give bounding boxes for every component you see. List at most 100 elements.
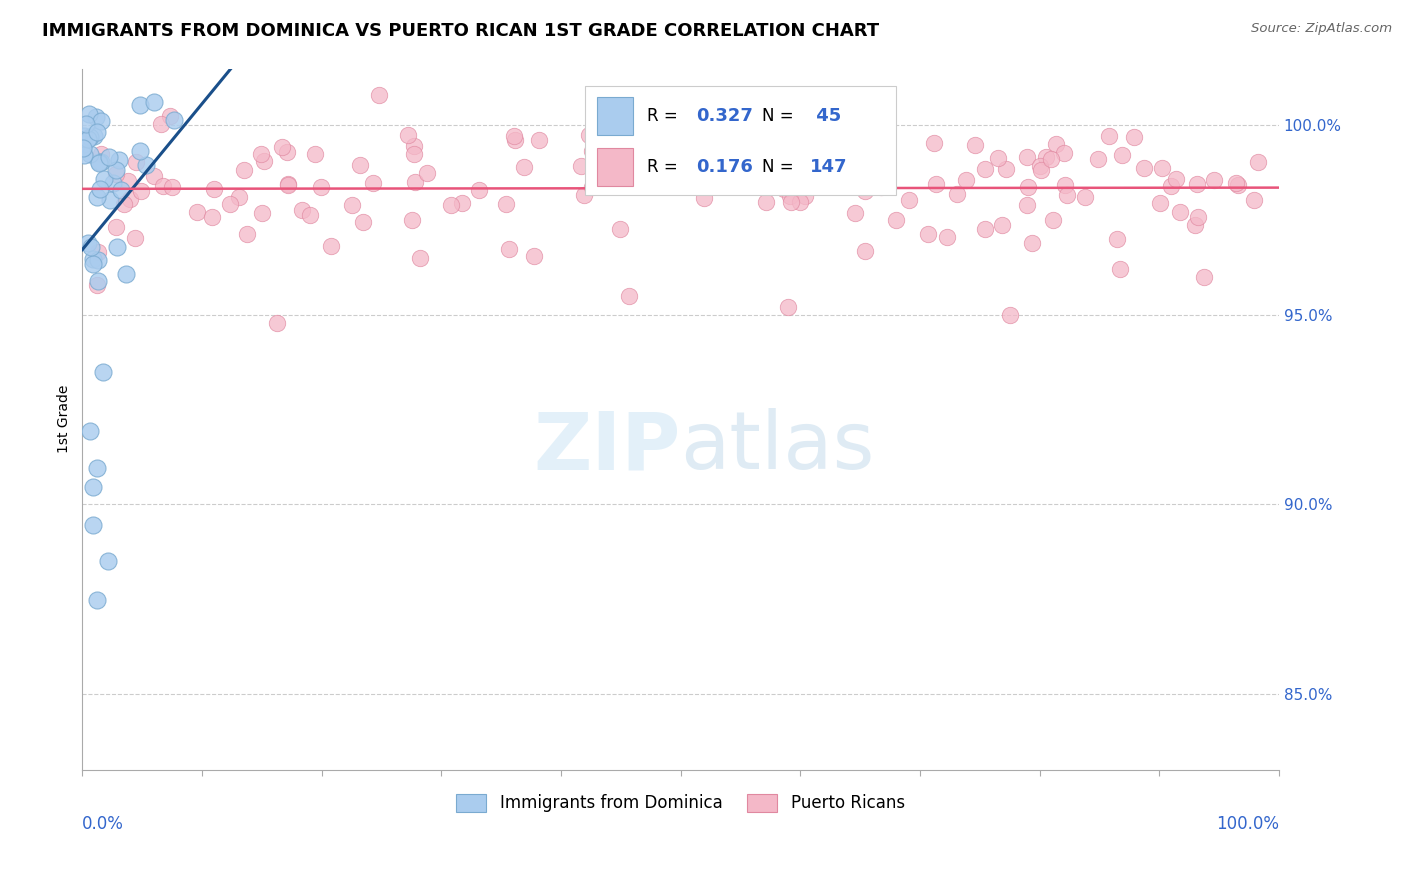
Point	[86, 277, 108, 292]
Point	[779, 188, 801, 202]
Point	[1204, 173, 1226, 187]
Point	[1056, 188, 1078, 202]
Point	[86, 460, 108, 475]
Point	[82, 252, 104, 266]
Point	[349, 158, 371, 172]
Point	[416, 166, 439, 180]
Point	[844, 206, 866, 220]
Point	[1029, 159, 1052, 173]
Point	[1109, 262, 1132, 277]
Point	[990, 218, 1012, 232]
Point	[271, 139, 294, 153]
Point	[776, 301, 799, 315]
Point	[82, 256, 104, 270]
Point	[112, 197, 135, 211]
Point	[101, 176, 124, 190]
Point	[149, 117, 172, 131]
Point	[87, 253, 110, 268]
Text: N =: N =	[762, 107, 799, 125]
Point	[162, 113, 184, 128]
Point	[402, 147, 425, 161]
Point	[1042, 213, 1064, 227]
Legend: Immigrants from Dominica, Puerto Ricans: Immigrants from Dominica, Puerto Ricans	[450, 787, 911, 819]
Point	[75, 117, 97, 131]
Point	[925, 178, 948, 192]
Point	[1170, 205, 1192, 219]
Point	[502, 129, 524, 144]
Point	[277, 178, 299, 192]
Point	[773, 182, 796, 196]
Point	[1000, 308, 1022, 322]
Point	[87, 274, 110, 288]
Point	[90, 114, 112, 128]
Point	[1185, 178, 1208, 192]
Point	[142, 169, 165, 184]
Point	[617, 289, 640, 303]
Point	[87, 154, 110, 169]
Point	[83, 128, 105, 143]
Point	[128, 98, 150, 112]
Point	[973, 222, 995, 236]
Point	[135, 158, 157, 172]
Point	[994, 162, 1017, 177]
Point	[82, 518, 104, 533]
Point	[107, 153, 129, 167]
Point	[97, 150, 120, 164]
Point	[503, 133, 526, 147]
Point	[76, 236, 98, 251]
Point	[219, 196, 242, 211]
Point	[86, 593, 108, 607]
Point	[716, 147, 738, 161]
Point	[1133, 161, 1156, 175]
Point	[1045, 137, 1067, 152]
Point	[277, 177, 299, 191]
Text: N =: N =	[762, 158, 799, 176]
Point	[1111, 148, 1133, 162]
Point	[228, 190, 250, 204]
Point	[725, 135, 748, 149]
Point	[853, 184, 876, 198]
Text: R =: R =	[647, 107, 683, 125]
Text: ZIP: ZIP	[533, 409, 681, 486]
Point	[186, 205, 208, 219]
Text: 45: 45	[810, 107, 841, 125]
Point	[1105, 232, 1128, 246]
Point	[404, 175, 426, 189]
Point	[201, 210, 224, 224]
Point	[793, 189, 815, 203]
Point	[1029, 162, 1052, 177]
Point	[495, 196, 517, 211]
Bar	[596, 96, 633, 136]
Point	[143, 95, 166, 109]
Point	[298, 208, 321, 222]
Point	[638, 166, 661, 180]
Point	[827, 128, 849, 142]
Point	[250, 147, 273, 161]
Text: IMMIGRANTS FROM DOMINICA VS PUERTO RICAN 1ST GRADE CORRELATION CHART: IMMIGRANTS FROM DOMINICA VS PUERTO RICAN…	[42, 22, 879, 40]
Point	[86, 125, 108, 139]
Point	[276, 145, 298, 160]
Point	[922, 136, 945, 151]
Point	[159, 109, 181, 123]
Point	[367, 88, 389, 103]
Point	[73, 129, 96, 144]
Point	[1073, 189, 1095, 203]
Point	[91, 365, 114, 379]
Point	[77, 107, 100, 121]
Point	[104, 219, 127, 234]
Point	[104, 163, 127, 178]
Point	[115, 267, 138, 281]
Point	[1087, 152, 1109, 166]
Point	[128, 144, 150, 158]
Point	[87, 155, 110, 169]
Point	[1123, 129, 1146, 144]
Point	[1247, 155, 1270, 169]
Point	[352, 215, 374, 229]
Point	[1021, 235, 1043, 250]
Point	[1192, 270, 1215, 285]
Point	[87, 244, 110, 259]
Point	[79, 424, 101, 438]
Point	[898, 194, 921, 208]
Point	[620, 162, 643, 177]
Point	[1243, 193, 1265, 207]
